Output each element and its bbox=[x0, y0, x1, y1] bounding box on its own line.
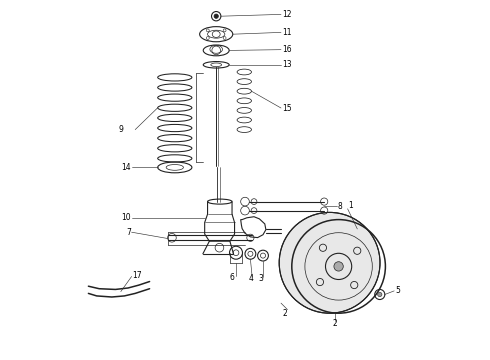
Text: 9: 9 bbox=[119, 125, 123, 134]
Text: 13: 13 bbox=[282, 60, 292, 69]
Text: 4: 4 bbox=[249, 274, 254, 283]
Circle shape bbox=[241, 197, 249, 206]
Text: 11: 11 bbox=[282, 28, 291, 37]
Text: 2: 2 bbox=[282, 309, 287, 318]
Text: 3: 3 bbox=[259, 274, 264, 283]
Text: 10: 10 bbox=[121, 213, 131, 222]
Text: 7: 7 bbox=[126, 228, 131, 237]
Text: 8: 8 bbox=[338, 202, 343, 211]
Text: 14: 14 bbox=[121, 163, 131, 172]
Text: 15: 15 bbox=[282, 104, 292, 113]
Circle shape bbox=[214, 14, 219, 18]
Text: 17: 17 bbox=[133, 271, 142, 280]
Circle shape bbox=[378, 292, 382, 297]
Circle shape bbox=[241, 206, 249, 215]
Text: 1: 1 bbox=[349, 202, 353, 210]
Text: 2: 2 bbox=[333, 320, 338, 328]
Circle shape bbox=[279, 212, 380, 313]
Text: 16: 16 bbox=[282, 45, 292, 54]
Text: 6: 6 bbox=[230, 274, 235, 282]
Text: 5: 5 bbox=[395, 287, 400, 295]
Circle shape bbox=[334, 262, 343, 271]
Text: 12: 12 bbox=[282, 10, 291, 19]
